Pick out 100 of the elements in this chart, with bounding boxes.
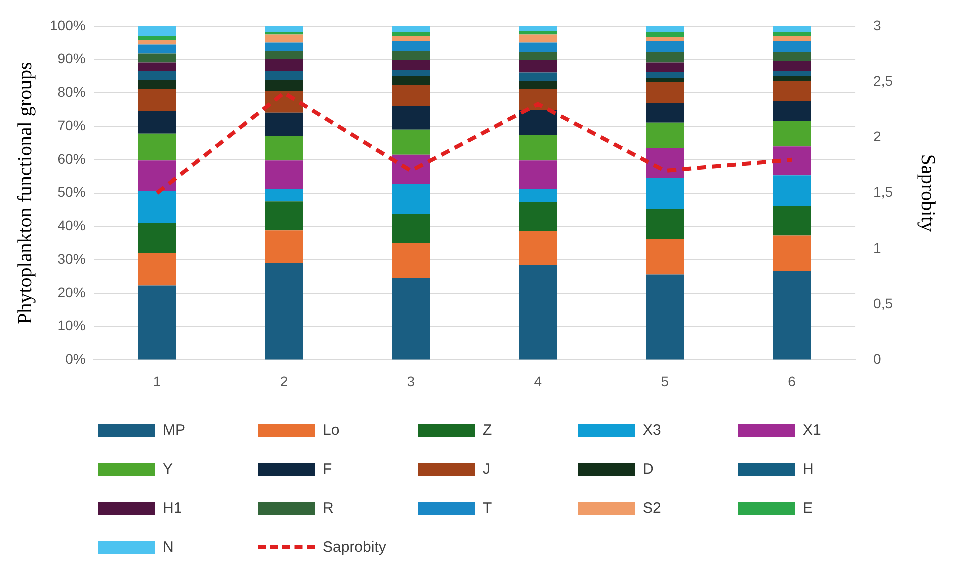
legend-label: X1	[803, 422, 822, 438]
line-series	[155, 91, 794, 196]
bar	[138, 191, 176, 224]
bar	[646, 178, 684, 209]
bar	[392, 41, 430, 52]
bar	[519, 160, 558, 189]
bar	[392, 60, 430, 70]
bar	[138, 253, 176, 286]
bar	[519, 42, 558, 52]
y2-tick-label: 1	[874, 240, 882, 256]
x-tick-label: 5	[661, 373, 670, 390]
bar	[138, 160, 176, 192]
bar	[392, 76, 430, 86]
bar	[138, 40, 176, 45]
x-tick-label: 1	[153, 373, 162, 390]
bar	[265, 26, 304, 32]
bar	[519, 188, 558, 202]
y-tick-label: 40%	[58, 218, 86, 234]
bar	[265, 160, 304, 189]
bar	[392, 70, 430, 76]
bar	[519, 34, 558, 43]
bar	[138, 44, 176, 54]
bar	[392, 36, 430, 42]
bar	[138, 71, 176, 80]
legend-label: N	[163, 538, 174, 556]
bar	[265, 51, 304, 60]
legend-label: Lo	[323, 422, 340, 438]
bar	[265, 71, 304, 80]
y-tick-label: 100%	[50, 17, 86, 34]
bar	[138, 286, 176, 360]
y-tick-label: 90%	[58, 50, 86, 67]
bar	[773, 32, 812, 36]
bar	[773, 236, 812, 272]
bar	[646, 148, 684, 178]
y-tick-label: 10%	[58, 318, 86, 334]
bar	[519, 110, 558, 136]
bar	[392, 32, 430, 36]
y-tick-label: 0%	[66, 351, 86, 368]
bar	[519, 136, 558, 161]
bar	[392, 85, 430, 106]
y2-tick-label: 2	[874, 128, 882, 145]
bar	[138, 80, 176, 90]
bar	[138, 112, 176, 134]
bar	[265, 202, 304, 231]
legend-label: E	[803, 500, 814, 516]
bar	[265, 80, 304, 92]
bar	[138, 54, 176, 63]
bar	[138, 134, 176, 161]
bar	[392, 130, 430, 155]
x-tick-label: 3	[407, 373, 416, 390]
bar	[773, 52, 812, 62]
legend-label: MP	[163, 422, 186, 438]
y-tick-label: 80%	[58, 84, 86, 100]
legend-label: H1	[163, 500, 182, 516]
bar	[773, 121, 812, 147]
y-axis-title: Phytoplankton functional groups	[14, 62, 36, 324]
bar	[773, 102, 812, 122]
bar	[773, 206, 812, 236]
bar	[138, 26, 176, 36]
legend-label: R	[323, 500, 334, 516]
legend-label: T	[483, 500, 492, 516]
bar	[138, 36, 176, 40]
bar	[265, 136, 304, 161]
bar	[138, 223, 176, 254]
bar	[773, 36, 812, 42]
bar	[646, 37, 684, 42]
bar	[773, 61, 812, 72]
bar	[773, 146, 812, 176]
legend-label: S2	[643, 500, 662, 516]
y2-tick-label: 0,5	[874, 295, 894, 312]
y2-tick-label: 1,5	[874, 184, 894, 200]
bar	[519, 52, 558, 60]
bar	[265, 188, 304, 202]
legend-label: Y	[163, 460, 174, 478]
bar	[646, 32, 684, 38]
bar	[773, 71, 812, 76]
bar	[646, 122, 684, 148]
legend-label: D	[643, 460, 654, 478]
bar	[265, 59, 304, 72]
y2-tick-label: 3	[874, 17, 882, 34]
bar	[646, 274, 684, 360]
y2-tick-label: 0	[874, 351, 882, 368]
bar	[519, 31, 558, 35]
y-tick-label: 50%	[58, 184, 86, 200]
bar	[519, 60, 558, 73]
bar	[646, 78, 684, 82]
bar	[646, 26, 684, 32]
y-tick-label: 30%	[58, 250, 86, 267]
bar	[773, 76, 812, 82]
bar	[138, 62, 176, 72]
x-tick-label: 4	[534, 373, 542, 390]
bar	[265, 42, 304, 52]
legend-label: Z	[483, 422, 492, 438]
bar	[392, 106, 430, 130]
bar	[646, 208, 684, 240]
bar	[646, 62, 684, 72]
bar	[265, 112, 304, 136]
bar	[773, 26, 812, 32]
bar	[519, 26, 558, 32]
bar	[392, 154, 430, 184]
